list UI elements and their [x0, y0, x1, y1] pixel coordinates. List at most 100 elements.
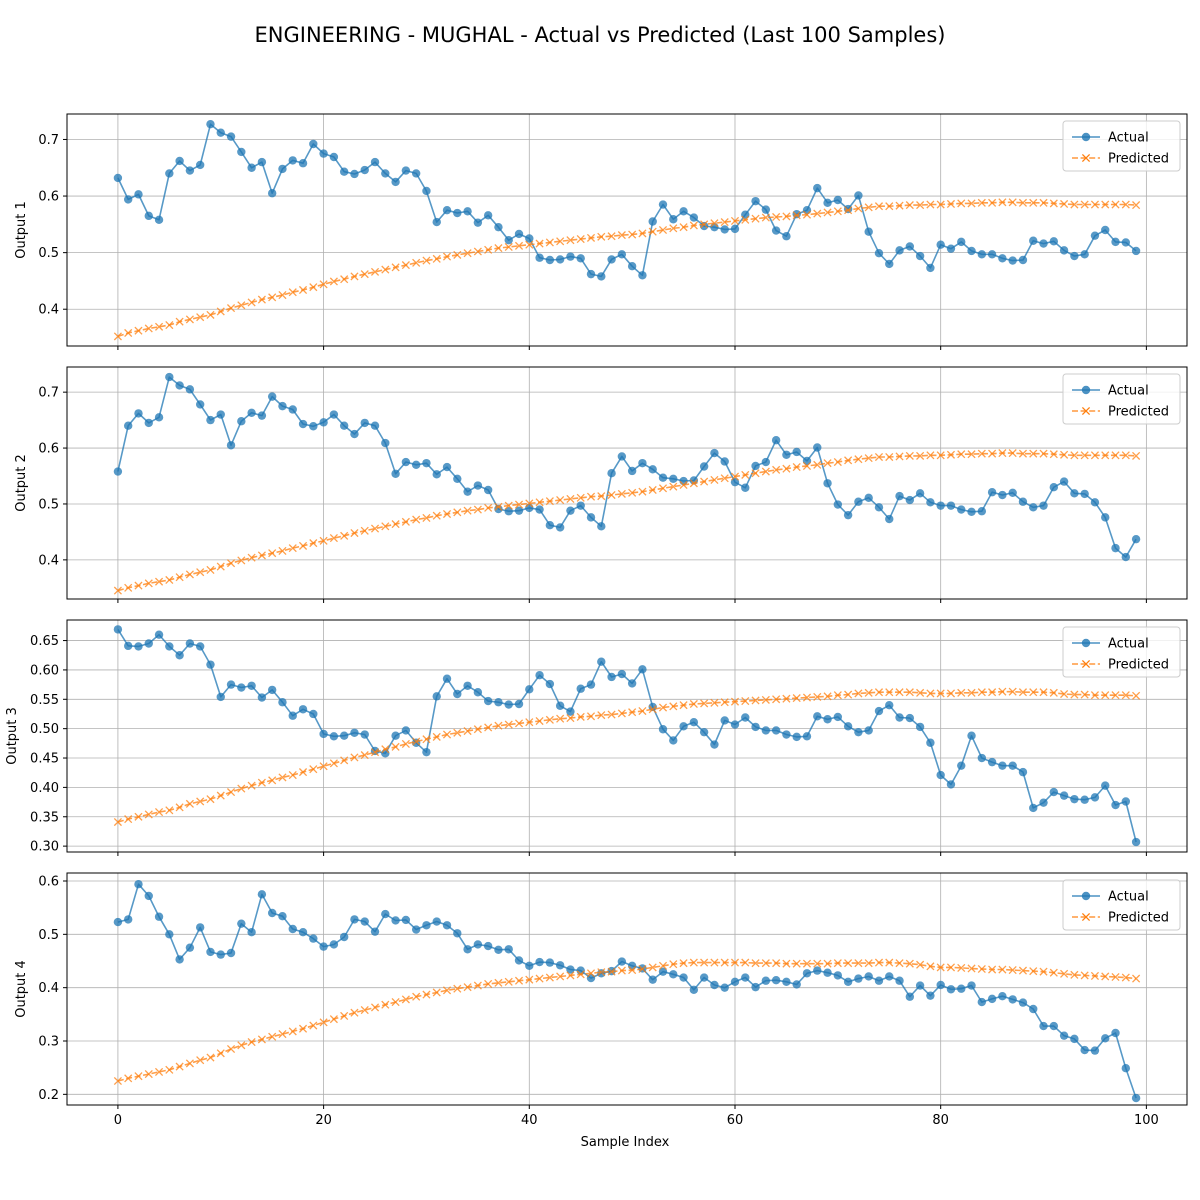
- actual-data-point: [915, 489, 925, 498]
- actual-data-point: [885, 700, 894, 710]
- predicted-data-point: [1008, 687, 1017, 696]
- predicted-data-point: [741, 958, 750, 967]
- actual-data-point: [1131, 837, 1141, 847]
- actual-data-point: [525, 685, 534, 694]
- actual-data-point: [339, 421, 349, 430]
- y-tick-label: 0.2: [38, 1088, 59, 1103]
- predicted-data-point: [340, 531, 349, 540]
- predicted-data-point: [494, 244, 503, 253]
- actual-data-point: [689, 213, 699, 222]
- predicted-data-point: [154, 808, 164, 817]
- predicted-data-point: [772, 695, 781, 704]
- predicted-data-point: [391, 998, 400, 1007]
- predicted-data-point: [484, 503, 493, 512]
- predicted-data-point: [751, 214, 760, 223]
- actual-data-point: [566, 965, 575, 974]
- predicted-data-point: [700, 477, 709, 486]
- actual-data-point: [1111, 1028, 1120, 1038]
- predicted-data-point: [463, 726, 472, 736]
- actual-data-point: [699, 221, 709, 231]
- actual-series-line: [117, 376, 1137, 558]
- actual-data-point: [864, 493, 873, 503]
- predicted-data-point: [926, 962, 935, 971]
- actual-data-point: [360, 730, 369, 739]
- predicted-data-point: [381, 1000, 390, 1009]
- predicted-data-point: [586, 492, 596, 501]
- actual-data-point: [350, 915, 359, 924]
- predicted-data-point: [216, 307, 225, 316]
- legend: Actual Predicted: [1062, 373, 1181, 425]
- predicted-data-point: [916, 451, 925, 460]
- actual-data-point: [782, 232, 791, 241]
- predicted-data-point: [556, 972, 565, 981]
- predicted-data-point: [730, 697, 740, 706]
- predicted-data-point: [998, 449, 1007, 458]
- y-axis-label: Output 2: [14, 454, 29, 512]
- actual-data-point: [1111, 543, 1120, 553]
- actual-data-point: [442, 462, 452, 472]
- actual-data-point: [216, 692, 225, 702]
- actual-data-point: [926, 498, 935, 507]
- predicted-data-point: [1121, 973, 1130, 982]
- predicted-data-point: [412, 737, 421, 746]
- predicted-data-point: [926, 451, 935, 460]
- predicted-series-line: [117, 690, 1137, 823]
- predicted-data-point: [854, 455, 863, 464]
- y-axis-label: Output 3: [5, 707, 20, 765]
- predicted-data-point: [679, 480, 688, 490]
- actual-data-point: [648, 465, 657, 474]
- actual-series-line: [117, 883, 1137, 1099]
- predicted-data-point: [802, 959, 812, 968]
- actual-data-point: [453, 474, 462, 484]
- predicted-data-point: [134, 1072, 143, 1081]
- predicted-data-point: [1090, 200, 1100, 209]
- actual-data-point: [1039, 501, 1048, 510]
- actual-data-point: [175, 651, 184, 660]
- y-tick-label: 0.6: [38, 442, 59, 457]
- actual-data-point: [278, 401, 287, 411]
- predicted-series-line: [117, 452, 1137, 592]
- predicted-data-point: [165, 1065, 174, 1074]
- legend-label: Actual: [1108, 890, 1149, 905]
- actual-data-point: [720, 983, 729, 992]
- actual-data-point: [165, 372, 174, 382]
- actual-data-point: [823, 968, 832, 977]
- actual-data-point: [751, 982, 760, 992]
- actual-data-point: [555, 255, 565, 264]
- predicted-data-point: [895, 959, 904, 968]
- actual-data-point: [843, 722, 853, 731]
- predicted-data-point: [679, 959, 688, 968]
- actual-data-point: [751, 196, 760, 206]
- actual-data-point: [175, 381, 184, 390]
- predicted-data-point: [134, 326, 143, 335]
- actual-data-point: [1049, 787, 1059, 797]
- predicted-data-point: [967, 199, 976, 208]
- actual-data-point: [607, 469, 616, 478]
- actual-data-point: [514, 229, 524, 239]
- legend-label: Predicted: [1108, 152, 1169, 167]
- y-tick-label: 0.35: [30, 810, 59, 825]
- predicted-data-point: [977, 964, 986, 974]
- actual-data-point: [957, 761, 966, 770]
- actual-data-point: [247, 163, 256, 172]
- predicted-data-point: [710, 475, 719, 484]
- predicted-data-point: [1039, 198, 1048, 207]
- actual-data-point: [1111, 800, 1120, 810]
- actual-data-point: [226, 680, 236, 689]
- actual-data-point: [586, 973, 596, 983]
- actual-data-point: [638, 665, 647, 674]
- actual-data-point: [453, 689, 462, 699]
- actual-data-point: [298, 705, 308, 714]
- predicted-data-point: [535, 498, 544, 507]
- actual-data-point: [411, 169, 421, 178]
- actual-data-point: [360, 917, 369, 926]
- actual-data-point: [638, 458, 647, 468]
- predicted-series-line: [117, 961, 1137, 1082]
- predicted-data-point: [165, 806, 174, 815]
- predicted-data-point: [144, 579, 153, 588]
- actual-data-point: [813, 712, 822, 721]
- predicted-data-point: [1008, 198, 1017, 207]
- predicted-data-point: [905, 201, 914, 210]
- predicted-data-point: [823, 208, 832, 217]
- actual-data-point: [1059, 477, 1069, 486]
